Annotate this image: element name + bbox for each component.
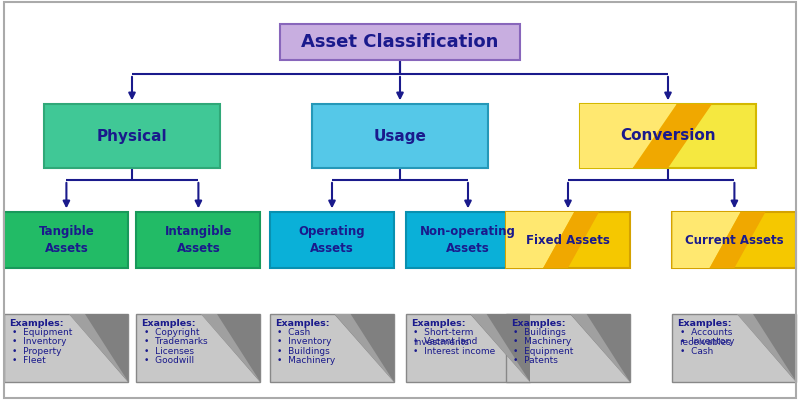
Text: •  Property: • Property bbox=[12, 347, 61, 356]
Text: •  Machinery: • Machinery bbox=[277, 356, 335, 366]
Polygon shape bbox=[69, 314, 128, 382]
Text: Tangible
Assets: Tangible Assets bbox=[38, 226, 94, 254]
Text: •  Copyright: • Copyright bbox=[144, 328, 199, 336]
Text: Physical: Physical bbox=[97, 128, 167, 144]
Text: Operating
Assets: Operating Assets bbox=[298, 226, 366, 254]
FancyBboxPatch shape bbox=[406, 212, 530, 268]
Text: Usage: Usage bbox=[374, 128, 426, 144]
Text: •  Fleet: • Fleet bbox=[12, 356, 46, 366]
Polygon shape bbox=[737, 314, 797, 382]
Text: •  Inventory: • Inventory bbox=[12, 337, 66, 346]
Text: Examples:: Examples: bbox=[141, 319, 196, 328]
FancyBboxPatch shape bbox=[406, 314, 530, 382]
Text: •  Equipment: • Equipment bbox=[12, 328, 72, 336]
FancyBboxPatch shape bbox=[44, 104, 220, 168]
Text: •  Vacant land: • Vacant land bbox=[413, 337, 478, 346]
FancyBboxPatch shape bbox=[312, 104, 488, 168]
FancyBboxPatch shape bbox=[270, 212, 394, 268]
Text: Fixed Assets: Fixed Assets bbox=[526, 234, 610, 246]
FancyBboxPatch shape bbox=[5, 212, 128, 268]
Text: •  Accounts
receivables: • Accounts receivables bbox=[680, 328, 732, 347]
Text: Current Assets: Current Assets bbox=[685, 234, 784, 246]
Polygon shape bbox=[570, 314, 630, 382]
Polygon shape bbox=[470, 314, 530, 382]
Text: •  Trademarks: • Trademarks bbox=[144, 337, 207, 346]
Text: •  Licenses: • Licenses bbox=[144, 347, 194, 356]
FancyBboxPatch shape bbox=[136, 212, 261, 268]
FancyBboxPatch shape bbox=[580, 104, 756, 168]
Polygon shape bbox=[201, 314, 261, 382]
Text: •  Buildings: • Buildings bbox=[277, 347, 330, 356]
FancyBboxPatch shape bbox=[270, 314, 394, 382]
Text: Examples:: Examples: bbox=[411, 319, 466, 328]
Polygon shape bbox=[580, 104, 677, 168]
Polygon shape bbox=[506, 212, 574, 268]
Text: Non-operating
Assets: Non-operating Assets bbox=[420, 226, 516, 254]
Text: Intangible
Assets: Intangible Assets bbox=[165, 226, 232, 254]
Polygon shape bbox=[570, 314, 630, 382]
Text: Examples:: Examples: bbox=[275, 319, 330, 328]
Polygon shape bbox=[633, 104, 712, 168]
Polygon shape bbox=[334, 314, 394, 382]
Text: Asset Classification: Asset Classification bbox=[302, 33, 498, 51]
Text: •  Equipment: • Equipment bbox=[514, 347, 574, 356]
Text: •  Interest income: • Interest income bbox=[413, 347, 495, 356]
FancyBboxPatch shape bbox=[5, 314, 128, 382]
Text: •  Patents: • Patents bbox=[514, 356, 558, 366]
Text: •  Inventory: • Inventory bbox=[680, 337, 734, 346]
Polygon shape bbox=[672, 212, 741, 268]
Text: Conversion: Conversion bbox=[620, 128, 716, 144]
Text: Examples:: Examples: bbox=[510, 319, 566, 328]
Polygon shape bbox=[334, 314, 394, 382]
FancyBboxPatch shape bbox=[506, 314, 630, 382]
Polygon shape bbox=[69, 314, 128, 382]
FancyBboxPatch shape bbox=[280, 24, 520, 60]
Text: •  Cash: • Cash bbox=[680, 347, 713, 356]
Polygon shape bbox=[470, 314, 530, 382]
Text: •  Inventory: • Inventory bbox=[277, 337, 332, 346]
Text: •  Machinery: • Machinery bbox=[514, 337, 571, 346]
Text: •  Buildings: • Buildings bbox=[514, 328, 566, 336]
Text: Examples:: Examples: bbox=[10, 319, 64, 328]
Text: •  Cash: • Cash bbox=[277, 328, 310, 336]
FancyBboxPatch shape bbox=[506, 212, 630, 268]
FancyBboxPatch shape bbox=[136, 314, 261, 382]
Text: •  Short-term
investments: • Short-term investments bbox=[413, 328, 474, 347]
Polygon shape bbox=[201, 314, 261, 382]
Polygon shape bbox=[543, 212, 599, 268]
FancyBboxPatch shape bbox=[672, 212, 797, 268]
Polygon shape bbox=[710, 212, 766, 268]
Polygon shape bbox=[737, 314, 797, 382]
Text: •  Goodwill: • Goodwill bbox=[144, 356, 194, 366]
Text: Examples:: Examples: bbox=[677, 319, 732, 328]
FancyBboxPatch shape bbox=[672, 314, 797, 382]
